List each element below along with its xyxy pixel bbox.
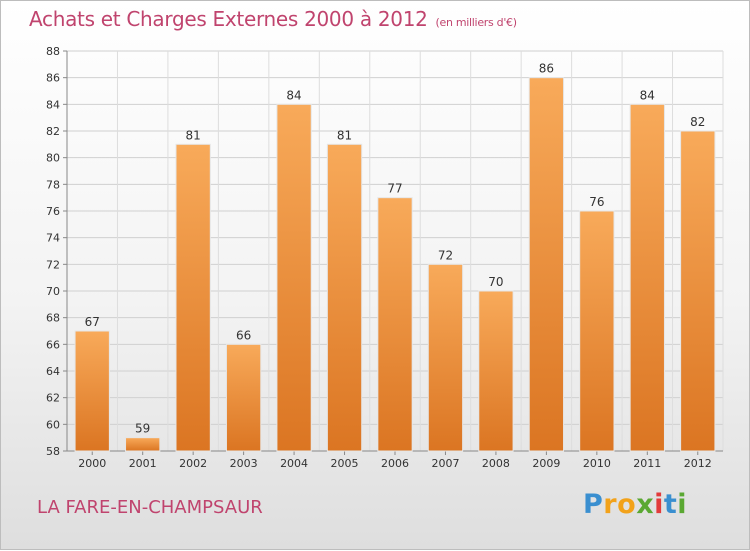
y-tick-label: 82 bbox=[46, 125, 60, 138]
bar bbox=[276, 103, 312, 452]
bar bbox=[377, 197, 413, 452]
y-tick-label: 62 bbox=[46, 392, 60, 405]
x-tick-label: 2012 bbox=[684, 457, 712, 470]
y-tick-label: 88 bbox=[46, 45, 60, 58]
proxiti-logo: Proxiti bbox=[583, 489, 687, 520]
bar bbox=[629, 103, 665, 452]
data-label: 72 bbox=[438, 248, 453, 262]
logo-letter: o bbox=[617, 489, 637, 520]
x-tick-label: 2005 bbox=[331, 457, 359, 470]
chart-title-text: Achats et Charges Externes 2000 à 2012 bbox=[29, 7, 428, 31]
x-tick-label: 2004 bbox=[280, 457, 308, 470]
x-tick-label: 2001 bbox=[129, 457, 157, 470]
bar bbox=[478, 290, 514, 452]
bar bbox=[225, 343, 262, 452]
data-labels: 67 59 81 66 84 81 77 72 70 86 76 84 82 bbox=[85, 62, 706, 436]
data-label: 81 bbox=[337, 128, 352, 142]
y-tick-label: 76 bbox=[46, 205, 60, 218]
logo-letter: P bbox=[583, 489, 604, 520]
logo-letter: x bbox=[636, 489, 655, 520]
logo-letter: t bbox=[663, 489, 678, 520]
y-tick-label: 66 bbox=[46, 338, 60, 351]
chart-unit: (en milliers d'€) bbox=[435, 16, 517, 29]
y-tick-label: 78 bbox=[46, 178, 60, 191]
data-label: 70 bbox=[488, 275, 503, 289]
town-name: LA FARE-EN-CHAMPSAUR bbox=[37, 497, 263, 518]
y-tick-label: 80 bbox=[46, 152, 60, 165]
data-label: 86 bbox=[539, 62, 554, 76]
bar bbox=[74, 330, 110, 452]
data-label: 84 bbox=[640, 88, 655, 102]
data-label: 76 bbox=[589, 195, 604, 209]
data-label: 66 bbox=[236, 328, 251, 342]
y-tick-label: 70 bbox=[46, 285, 60, 298]
x-tick-label: 2010 bbox=[583, 457, 611, 470]
y-tick-label: 60 bbox=[46, 418, 60, 431]
bar bbox=[680, 130, 716, 452]
logo-letter: r bbox=[603, 489, 618, 520]
x-tick-label: 2009 bbox=[532, 457, 560, 470]
y-tick-label: 74 bbox=[46, 232, 60, 245]
data-label: 59 bbox=[135, 422, 150, 436]
bars bbox=[74, 77, 716, 452]
data-label: 67 bbox=[85, 315, 100, 329]
x-tick-label: 2000 bbox=[78, 457, 106, 470]
y-tick-label: 64 bbox=[46, 365, 60, 378]
bar bbox=[427, 263, 464, 452]
data-label: 84 bbox=[286, 88, 301, 102]
chart-title: Achats et Charges Externes 2000 à 2012 (e… bbox=[29, 7, 517, 31]
bar bbox=[326, 143, 363, 452]
x-tick-label: 2011 bbox=[633, 457, 661, 470]
x-tick-label: 2003 bbox=[230, 457, 258, 470]
bar bbox=[528, 77, 565, 452]
bar bbox=[579, 210, 615, 452]
x-tick-label: 2002 bbox=[179, 457, 207, 470]
data-label: 77 bbox=[387, 182, 402, 196]
y-tick-label: 86 bbox=[46, 72, 60, 85]
x-tick-label: 2007 bbox=[431, 457, 459, 470]
x-tick-label: 2008 bbox=[482, 457, 510, 470]
y-tick-label: 72 bbox=[46, 258, 60, 271]
logo-letter: i bbox=[654, 489, 664, 520]
y-tick-label: 84 bbox=[46, 98, 60, 111]
logo-letter: i bbox=[677, 489, 688, 520]
bar bbox=[175, 143, 211, 452]
y-tick-label: 58 bbox=[46, 445, 60, 458]
y-tick-label: 68 bbox=[46, 312, 60, 325]
bar bbox=[125, 437, 161, 452]
data-label: 82 bbox=[690, 115, 705, 129]
x-tick-label: 2006 bbox=[381, 457, 409, 470]
data-label: 81 bbox=[186, 128, 201, 142]
